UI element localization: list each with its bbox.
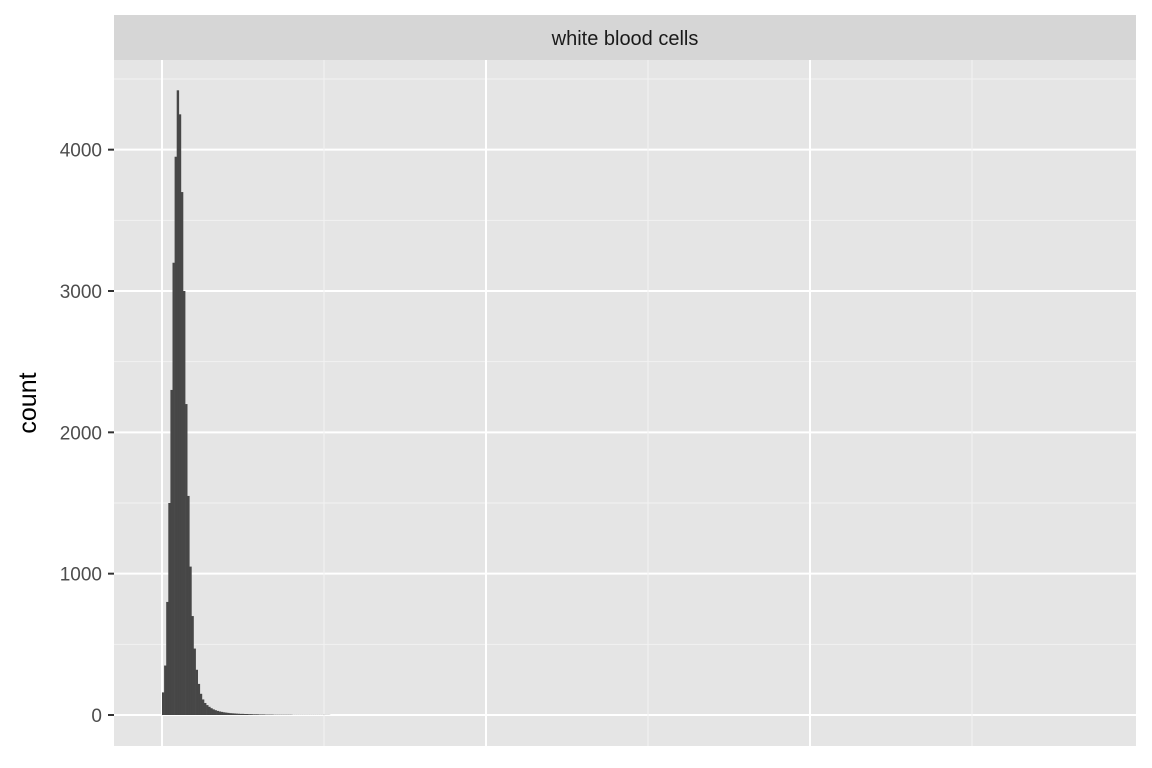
histogram-bar [191, 616, 194, 715]
histogram-bar [233, 713, 236, 715]
histogram-bar [164, 665, 167, 715]
histogram-bar [239, 713, 243, 715]
histogram-bar [210, 708, 213, 715]
histogram-bar [246, 714, 249, 715]
histogram-bar [193, 648, 196, 715]
histogram-bar [220, 711, 224, 715]
histogram-bar [241, 713, 245, 715]
histogram-bar [197, 683, 201, 715]
y-axis: 0 1000 2000 3000 4000 [60, 141, 114, 727]
histogram-bar [252, 714, 255, 715]
histogram-bar [206, 705, 209, 715]
histogram-bar [237, 713, 240, 715]
facet-strip-label: white blood cells [551, 28, 699, 50]
facet-strip [114, 15, 1136, 60]
histogram-bar [178, 114, 182, 716]
histogram-bar [222, 712, 226, 715]
histogram-bar [195, 669, 198, 715]
histogram-bar [170, 389, 173, 715]
histogram-bar [176, 90, 180, 716]
histogram-bar [168, 503, 171, 715]
y-tick-label: 2000 [60, 423, 102, 444]
histogram-bar [180, 192, 184, 716]
histogram-bar [189, 566, 192, 715]
histogram-bar [258, 714, 261, 715]
histogram-bar [231, 713, 234, 715]
histogram-bar [256, 714, 259, 715]
histogram-bar [250, 714, 253, 715]
y-tick-label: 4000 [60, 141, 102, 162]
histogram-bar [218, 711, 222, 715]
histogram-bar [229, 713, 232, 715]
histogram-bar [201, 699, 205, 715]
histogram-bar [172, 262, 175, 715]
histogram-bar [254, 714, 257, 715]
y-axis-label: count [14, 372, 42, 433]
histogram-bar [214, 710, 217, 715]
histogram-bar [208, 706, 211, 715]
histogram-bar [235, 713, 238, 715]
histogram-bar [199, 693, 203, 715]
histogram-bar [225, 712, 228, 715]
histogram-bar [262, 714, 266, 715]
histogram-bar [248, 714, 251, 715]
histogram-bar [183, 291, 186, 715]
y-tick-label: 3000 [60, 282, 102, 303]
histogram-bar [243, 714, 247, 715]
y-tick-label: 1000 [60, 565, 102, 586]
y-tick-label: 0 [91, 706, 102, 727]
panel-background [114, 60, 1136, 746]
histogram-bar [162, 692, 165, 715]
histogram-bar [260, 714, 264, 715]
histogram-bar [185, 404, 188, 715]
histogram-bar [227, 712, 230, 715]
histogram-bar [216, 710, 219, 715]
histogram-bar [166, 601, 169, 715]
histogram-bars [162, 90, 331, 716]
histogram-bar [204, 702, 207, 715]
histogram-bar [212, 709, 215, 715]
histogram-bar [174, 156, 177, 715]
histogram-bar [187, 495, 190, 715]
